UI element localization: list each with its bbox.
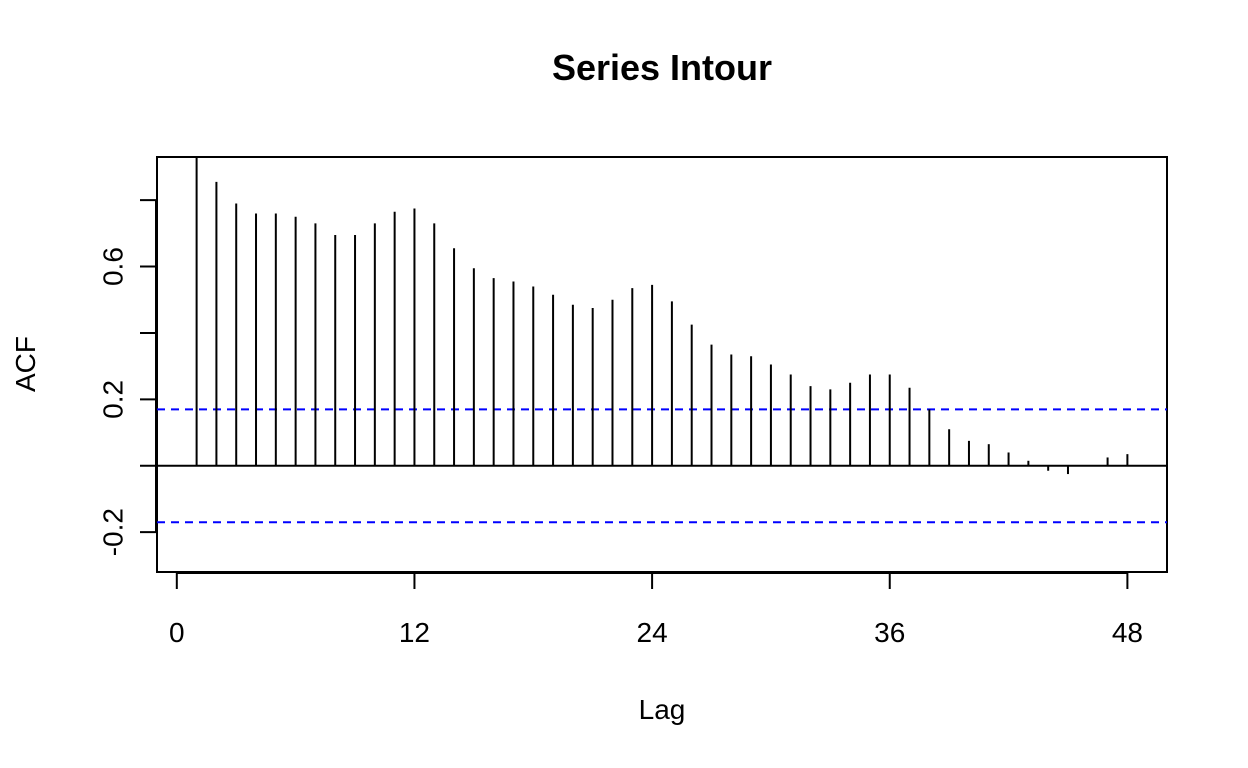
x-tick-label-24: 24 <box>637 617 668 648</box>
chart-title: Series Intour <box>552 47 772 88</box>
x-tick-label-48: 48 <box>1112 617 1143 648</box>
y-tick-label-neg0_2: -0.2 <box>98 508 129 556</box>
y-tick-label-0_2: 0.2 <box>98 380 129 419</box>
plot-frame <box>156 156 1168 573</box>
x-axis-label: Lag <box>639 694 686 725</box>
x-tick-label-12: 12 <box>399 617 430 648</box>
y-tick-label-0_6: 0.6 <box>98 247 129 286</box>
x-tick-label-36: 36 <box>874 617 905 648</box>
plot-area: 0 12 24 36 48 -0.2 0.2 0.6 <box>98 156 1168 648</box>
y-axis-label: ACF <box>10 336 41 392</box>
x-tick-label-0: 0 <box>169 617 185 648</box>
